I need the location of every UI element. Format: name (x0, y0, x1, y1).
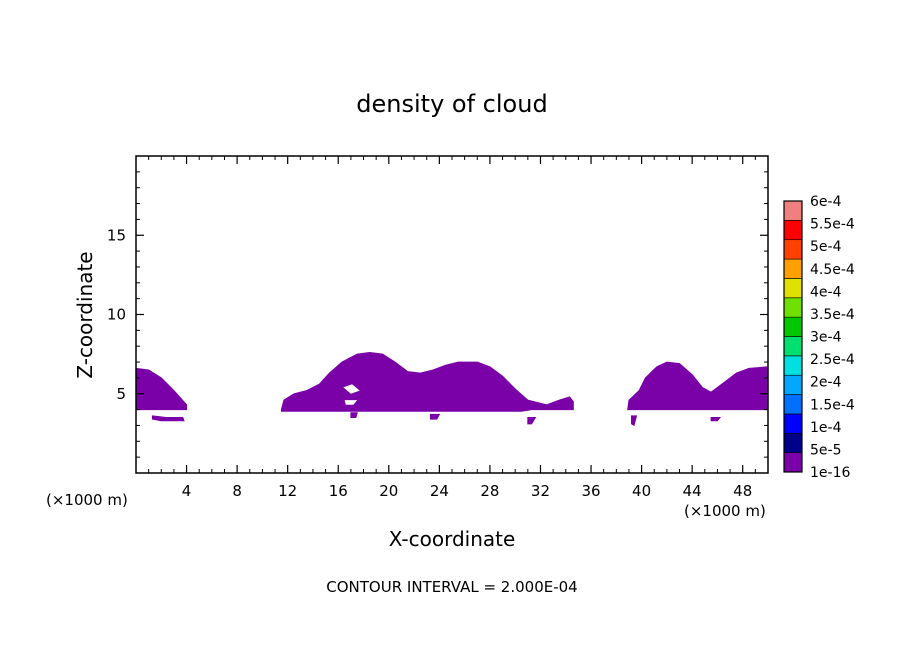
colorbar-swatch (783, 336, 803, 357)
colorbar-swatch (783, 200, 803, 221)
x-tick-label: 12 (278, 482, 297, 500)
colorbar-swatch (783, 316, 803, 337)
x-tick-label: 4 (182, 482, 192, 500)
colorbar-label: 1e-4 (810, 420, 842, 436)
colorbar-swatch (783, 452, 803, 473)
x-tick-label: 40 (632, 482, 651, 500)
colorbar-swatch (783, 278, 803, 299)
colorbar-label: 2e-4 (810, 375, 842, 391)
colorbar-label: 1.5e-4 (810, 397, 855, 413)
colorbar-label: 5.5e-4 (810, 217, 855, 233)
density-region-gap-center (343, 384, 360, 394)
y-tick-label: 10 (107, 306, 126, 324)
chart-title: density of cloud (356, 90, 547, 118)
colorbar-label: 6e-4 (810, 194, 842, 210)
x-axis-title: X-coordinate (389, 527, 516, 551)
density-region-fragment-right-1 (631, 415, 638, 427)
colorbar-label: 3e-4 (810, 330, 842, 346)
colorbar-swatch (783, 297, 803, 318)
colorbar-swatch (783, 432, 803, 453)
density-region-gap-center-2 (344, 400, 358, 405)
y-tick-label: 15 (107, 226, 126, 244)
colorbar-label: 4.5e-4 (810, 262, 855, 278)
colorbar-label: 5e-4 (810, 239, 842, 255)
x-tick-label: 24 (430, 482, 449, 500)
density-region-fragment-right-2 (710, 417, 722, 422)
density-region-fragment-mid-3 (527, 417, 537, 425)
colorbar-label: 3.5e-4 (810, 307, 855, 323)
x-tick-label: 20 (379, 482, 398, 500)
colorbar-swatch (783, 258, 803, 279)
colorbar-frame (783, 200, 803, 473)
x-tick-label: 28 (480, 482, 499, 500)
colorbar-label: 4e-4 (810, 284, 842, 300)
x-tick-label: 48 (733, 482, 752, 500)
contour-interval-note: CONTOUR INTERVAL = 2.000E-04 (326, 578, 577, 596)
colorbar-label: 5e-5 (810, 442, 841, 458)
colorbar-swatch (783, 394, 803, 415)
y-tick-label: 5 (116, 385, 126, 403)
x-tick-label: 16 (329, 482, 348, 500)
density-region-cloud-left (135, 367, 188, 411)
colorbar-swatch (783, 413, 803, 434)
density-region-fragment-mid-2 (430, 413, 441, 420)
density-region-fragment-left (151, 415, 185, 422)
x-unit-label-left: (×1000 m) (46, 491, 128, 509)
x-tick-label: 36 (581, 482, 600, 500)
x-axis: 4 8 12 16 20 24 28 32 36 40 44 48 (148, 156, 756, 500)
density-region-cloud-right (627, 361, 769, 411)
colorbar-swatch (783, 374, 803, 395)
colorbar-label: 1e-16 (810, 465, 850, 481)
x-tick-label: 44 (683, 482, 702, 500)
x-tick-label: 8 (232, 482, 242, 500)
density-region-fragment-mid-1 (350, 412, 358, 418)
y-axis: 5 10 15 (107, 171, 768, 458)
colorbar-label: 2.5e-4 (810, 352, 855, 368)
y-axis-title: Z-coordinate (73, 251, 97, 378)
x-tick-label: 32 (531, 482, 550, 500)
plot-frame (135, 155, 769, 474)
density-region-cloud-center (280, 351, 574, 412)
colorbar-swatch (783, 220, 803, 241)
colorbar-swatch (783, 239, 803, 260)
colorbar-swatch (783, 355, 803, 376)
x-unit-label-right: (×1000 m) (684, 502, 766, 520)
density-regions (135, 351, 769, 427)
colorbar: 1e-16 5e-5 1e-4 1.5e-4 2e-4 2.5e-4 3e-4 3.5e-4 4… (783, 194, 855, 481)
